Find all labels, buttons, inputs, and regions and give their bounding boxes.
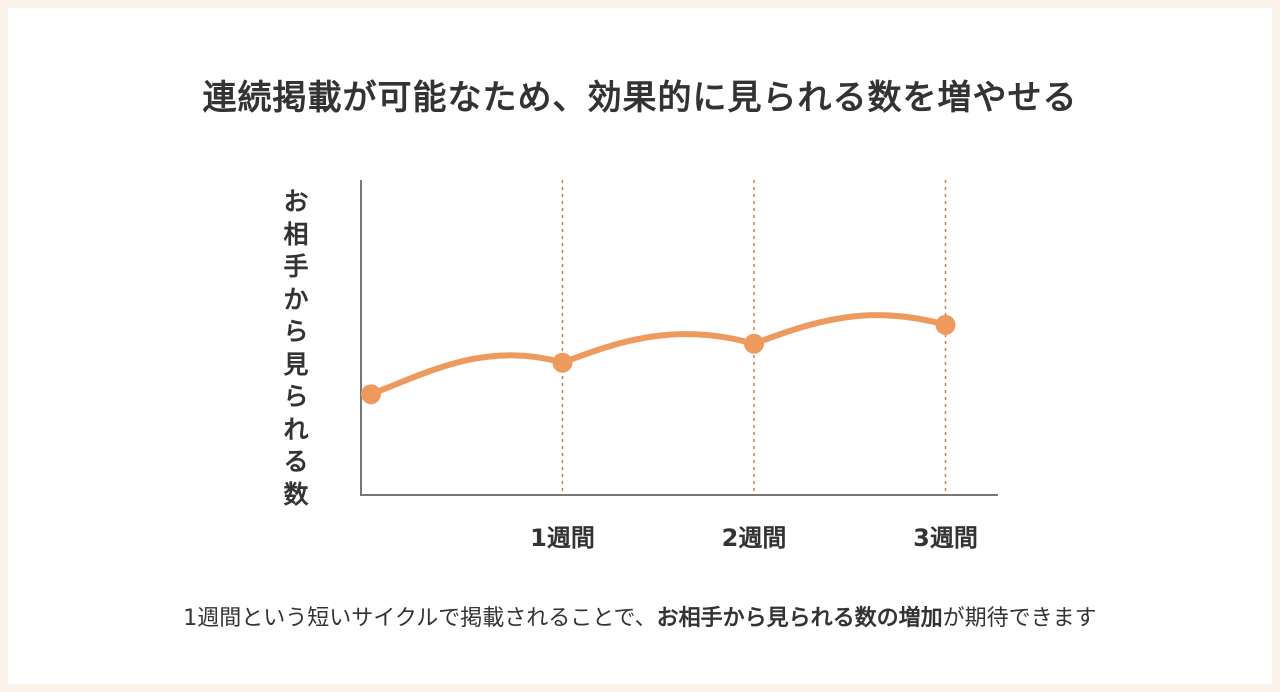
caption-suffix: が期待できます xyxy=(942,606,1097,631)
x-tick-label-3: 3週間 xyxy=(913,524,978,552)
data-point-2 xyxy=(744,333,764,354)
x-tick-label-2: 2週間 xyxy=(722,524,787,552)
data-point-3 xyxy=(935,314,956,335)
x-tick-label-1: 1週間 xyxy=(530,524,595,552)
chart-title: 連続掲載が可能なため、効果的に見られる数を増やせる xyxy=(202,78,1078,118)
data-point-0 xyxy=(361,384,381,405)
chart-card: 連続掲載が可能なため、効果的に見られる数を増やせる 1週間 2週間 3週間 お相手か… xyxy=(8,8,1272,684)
caption-prefix: 1週間という短いサイクルで掲載されることで、 xyxy=(183,606,657,631)
line-chart: 1週間 2週間 3週間 xyxy=(360,180,998,552)
caption-emphasis: お相手から見られる数の増加 xyxy=(656,606,943,631)
chart-area: 1週間 2週間 3週間 xyxy=(8,8,1272,608)
chart-caption: 1週間という短いサイクルで掲載されることで、お相手から見られる数の増加が期待でき… xyxy=(8,600,1272,632)
y-axis-label: お相手から見られる数 xyxy=(283,187,309,509)
series-line xyxy=(368,312,949,398)
data-point-1 xyxy=(552,352,573,373)
